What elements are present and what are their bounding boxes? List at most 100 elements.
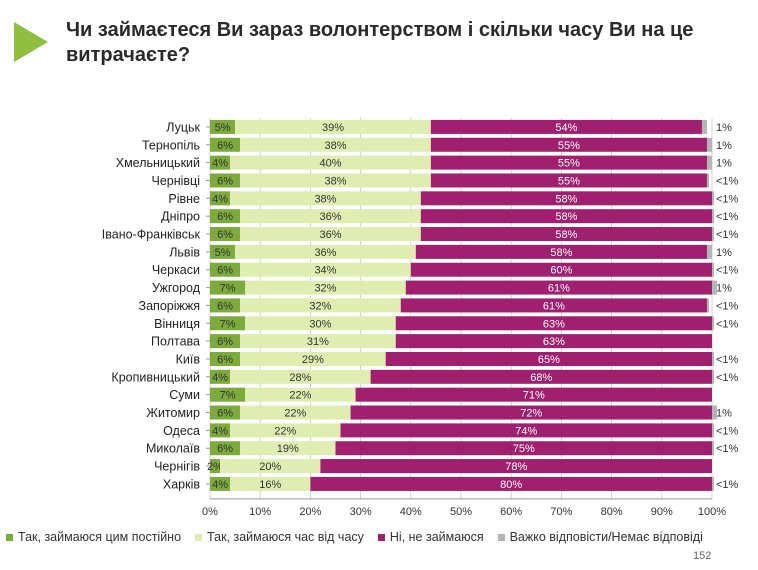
data-label: 36% xyxy=(314,247,336,259)
category-label: Рівне xyxy=(168,192,200,206)
legend-label: Так, займаюся час від часу xyxy=(207,530,364,544)
data-label: <1% xyxy=(716,443,739,455)
data-label: <1% xyxy=(716,425,739,437)
bar-segment xyxy=(385,351,712,366)
data-label: <1% xyxy=(716,318,739,330)
bar-segment xyxy=(240,137,431,152)
category-label: Тернопіль xyxy=(142,138,200,152)
bar-segment xyxy=(230,155,431,170)
category-label: Івано-Франківськ xyxy=(102,228,201,242)
bar-segment xyxy=(712,369,715,384)
data-label: 38% xyxy=(314,193,336,205)
bar-segment xyxy=(210,316,246,331)
bar-segment xyxy=(712,280,718,295)
data-label: 4% xyxy=(212,479,228,491)
data-label: 28% xyxy=(289,372,311,384)
data-label: 22% xyxy=(284,408,306,420)
data-label: 80% xyxy=(500,479,522,491)
data-label: 6% xyxy=(217,354,233,366)
data-label: 55% xyxy=(558,158,580,170)
legend-swatch xyxy=(377,533,385,541)
legend-swatch xyxy=(195,533,203,541)
data-label: 71% xyxy=(523,390,545,402)
data-label: 36% xyxy=(319,211,341,223)
data-label: <1% xyxy=(716,354,739,366)
data-label: 29% xyxy=(302,354,324,366)
bar-segment xyxy=(340,423,712,438)
bar-segment xyxy=(430,155,707,170)
data-label: 19% xyxy=(277,443,299,455)
bar-segment xyxy=(712,316,715,331)
category-label: Черкаси xyxy=(152,263,200,277)
bar-segment xyxy=(712,405,718,420)
x-tick-label: 60% xyxy=(500,506,522,518)
bar-segment xyxy=(712,423,715,438)
x-tick-label: 30% xyxy=(350,506,372,518)
data-label: 6% xyxy=(217,265,233,277)
data-label: 54% xyxy=(555,122,577,134)
bar-segment xyxy=(410,262,712,277)
slide-title: Чи займаєтеся Ви зараз волонтерством і с… xyxy=(66,19,694,66)
bar-segment xyxy=(712,351,715,366)
data-label: <1% xyxy=(716,229,739,241)
category-label: Запоріжжя xyxy=(139,299,200,313)
category-label: Кропивницький xyxy=(111,370,200,384)
bar-segment xyxy=(430,119,702,134)
data-label: 1% xyxy=(716,122,732,134)
bar-segment xyxy=(395,334,712,349)
data-label: 6% xyxy=(217,443,233,455)
bar-segment xyxy=(210,334,241,349)
bar-segment xyxy=(706,137,712,152)
bar-segment xyxy=(706,155,712,170)
data-label: 58% xyxy=(555,229,577,241)
bar-segment xyxy=(335,441,712,456)
x-tick-label: 70% xyxy=(550,506,572,518)
bar-segment xyxy=(701,119,707,134)
data-label: 6% xyxy=(217,336,233,348)
legend-item: Так, займаюся цим постійно xyxy=(6,530,181,544)
bar-segment xyxy=(245,387,356,402)
category-label: Чернігів xyxy=(154,460,200,474)
category-label: Хмельницький xyxy=(116,156,200,170)
bar-segment xyxy=(210,476,231,491)
bar-segment xyxy=(712,209,715,224)
bar-segment xyxy=(420,227,712,242)
bar-segment xyxy=(235,119,431,134)
data-label: 1% xyxy=(716,158,732,170)
data-label: 30% xyxy=(309,318,331,330)
x-tick-label: 20% xyxy=(299,506,321,518)
bar-segment xyxy=(415,244,707,259)
bar-segment xyxy=(210,209,241,224)
bar-segment xyxy=(370,369,712,384)
bar-segment xyxy=(210,298,241,313)
page-number: 152 xyxy=(693,550,712,562)
data-label: 22% xyxy=(274,425,296,437)
bar-segment xyxy=(210,119,236,134)
data-label: 75% xyxy=(513,443,535,455)
category-label: Миколаїв xyxy=(146,442,200,456)
bar-segment xyxy=(210,280,246,295)
bar-segment xyxy=(210,191,231,206)
x-tick-label: 80% xyxy=(601,506,623,518)
bar-segment xyxy=(245,280,406,295)
category-label: Вінниця xyxy=(154,317,200,331)
chart-legend: Так, займаюся цим постійно Так, займаюся … xyxy=(6,530,756,544)
data-label: 39% xyxy=(322,122,344,134)
bar-segment xyxy=(230,476,311,491)
bar-segment xyxy=(210,369,231,384)
data-label: 78% xyxy=(505,461,527,473)
bar-segment xyxy=(240,227,421,242)
legend-swatch xyxy=(497,533,505,541)
data-label: 6% xyxy=(217,300,233,312)
data-label: 61% xyxy=(548,283,570,295)
data-label: 60% xyxy=(550,265,572,277)
data-label: 34% xyxy=(314,265,336,277)
bar-segment xyxy=(210,351,241,366)
legend-label: Так, займаюся цим постійно xyxy=(18,530,182,544)
x-tick-label: 100% xyxy=(698,506,726,518)
bar-segment xyxy=(210,423,231,438)
data-label: <1% xyxy=(716,265,739,277)
category-label: Житомир xyxy=(146,406,200,420)
bar-segment xyxy=(430,173,707,188)
bar-segment xyxy=(350,405,712,420)
